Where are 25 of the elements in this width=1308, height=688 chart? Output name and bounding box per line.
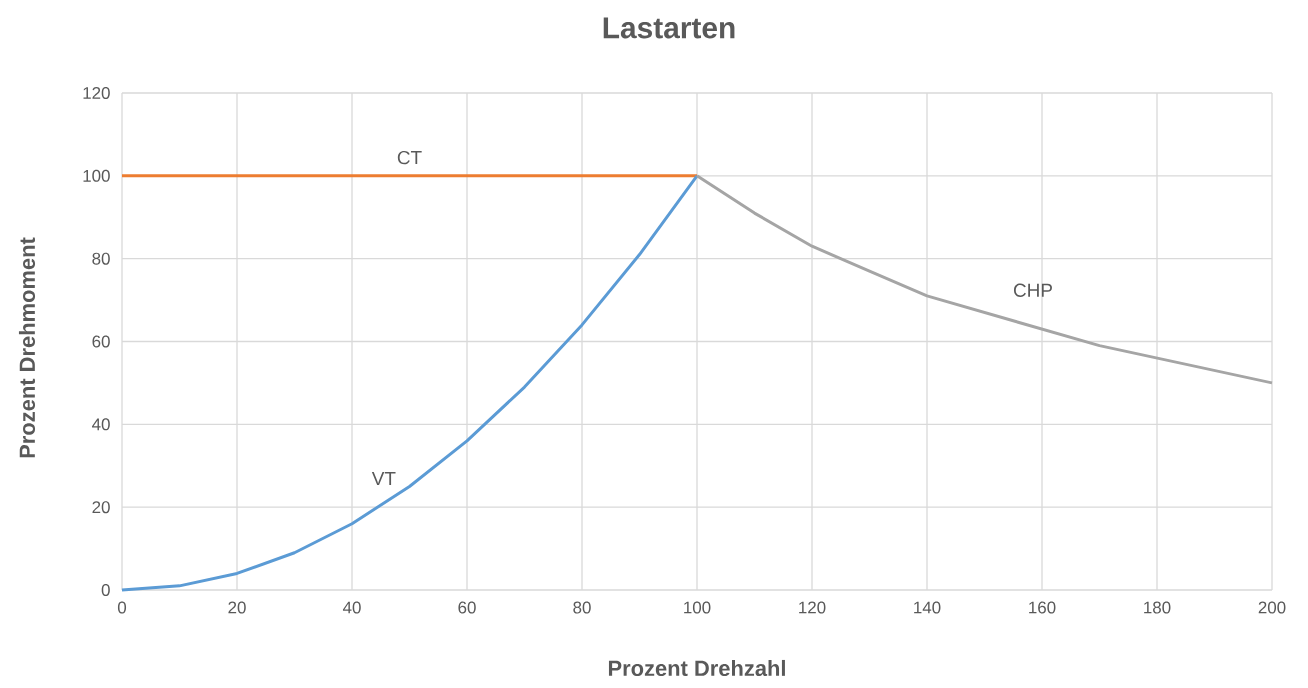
x-tick-label: 200 <box>1258 601 1286 614</box>
x-tick-label: 80 <box>573 601 591 614</box>
y-tick-label: 100 <box>83 169 110 182</box>
y-tick-label: 60 <box>92 335 110 348</box>
y-tick-label: 40 <box>92 418 110 431</box>
x-axis-title: Prozent Drehzahl <box>608 659 785 677</box>
y-tick-label: 20 <box>92 501 110 514</box>
x-tick-label: 180 <box>1144 601 1171 614</box>
y-axis-title: Prozent Drehmoment <box>18 237 36 458</box>
x-tick-label: 120 <box>799 601 826 614</box>
x-tick-label: 100 <box>684 601 711 614</box>
chart-title: Lastarten <box>603 17 735 39</box>
x-tick-label: 160 <box>1029 601 1056 614</box>
line-series <box>120 174 699 592</box>
x-tick-label: 60 <box>458 601 476 614</box>
x-tick-label: 140 <box>914 601 941 614</box>
series-label: CHP <box>1013 283 1052 297</box>
series-label: CT <box>397 150 422 165</box>
y-tick-label: 80 <box>92 252 110 265</box>
y-tick-label: 0 <box>101 584 110 596</box>
series-label: VT <box>371 471 396 485</box>
y-tick-label: 120 <box>83 87 110 99</box>
x-tick-label: 0 <box>117 601 127 614</box>
x-tick-label: 40 <box>342 601 361 614</box>
x-tick-label: 20 <box>228 601 246 614</box>
